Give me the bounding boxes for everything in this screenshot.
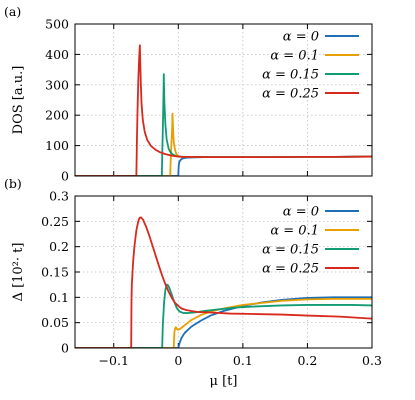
panel-a: 0 100 200 300 400 500 (a) DOS [a.u.] α = 0 α = 0.… [4, 4, 373, 184]
series-line [75, 216, 372, 348]
legend: α = 0 α = 0.1 α = 0.15 α = 0.25 [262, 205, 359, 277]
series-line [75, 73, 372, 176]
grid-lines [75, 196, 373, 348]
axes-frame [74, 195, 373, 349]
x-tick-label: 0.2 [297, 353, 317, 368]
legend-label: α = 0.1 [270, 49, 319, 64]
panel-label: (b) [4, 176, 22, 191]
legend-label: α = 0.25 [262, 87, 319, 102]
series-line [75, 297, 372, 348]
legend-label: α = 0.15 [262, 68, 319, 83]
y-axis-label: Δ [10²· t] [11, 243, 26, 302]
y-tick-label: 0.05 [41, 315, 69, 330]
y-axis-label: DOS [a.u.] [11, 66, 26, 135]
y-tick-label: 500 [45, 17, 69, 32]
panel-label: (a) [4, 4, 21, 19]
panel-b: 0 0.05 0.1 0.15 0.2 0.25 0.3 −0.1 0 0.1 0.2 0.3 (b) Δ… [4, 176, 382, 389]
x-tick-label: −0.1 [99, 353, 129, 368]
grid-lines [75, 24, 373, 176]
y-tick-label: 0.25 [41, 214, 69, 229]
series-line [75, 112, 372, 176]
legend: α = 0 α = 0.1 α = 0.15 α = 0.25 [262, 30, 359, 102]
y-tick-label: 0.3 [49, 189, 69, 204]
series-group [75, 216, 372, 348]
y-tick-label: 200 [45, 108, 69, 123]
legend-label: α = 0 [283, 30, 319, 45]
series-line [75, 155, 372, 176]
y-tick-label: 0 [61, 341, 69, 356]
x-tick-label: 0.3 [362, 353, 382, 368]
y-tick-label: 300 [45, 77, 69, 92]
y-tick-label: 100 [45, 138, 69, 153]
y-tick-label: 0 [61, 169, 69, 184]
ticks [75, 23, 373, 177]
x-tick-label: 0.1 [233, 353, 253, 368]
y-tick-label: 0.1 [49, 290, 69, 305]
y-tick-label: 0.15 [41, 265, 69, 280]
legend-label: α = 0.1 [270, 224, 319, 239]
y-tick-label: 0.2 [49, 239, 69, 254]
series-line [75, 44, 372, 176]
x-tick-label: 0 [174, 353, 182, 368]
series-group [75, 44, 372, 176]
legend-label: α = 0.25 [262, 262, 319, 277]
y-tick-label: 400 [45, 47, 69, 62]
legend-label: α = 0 [283, 205, 319, 220]
axes-frame [74, 23, 373, 177]
legend-label: α = 0.15 [262, 243, 319, 258]
series-line [75, 283, 372, 348]
x-axis-label: μ [t] [210, 374, 238, 389]
